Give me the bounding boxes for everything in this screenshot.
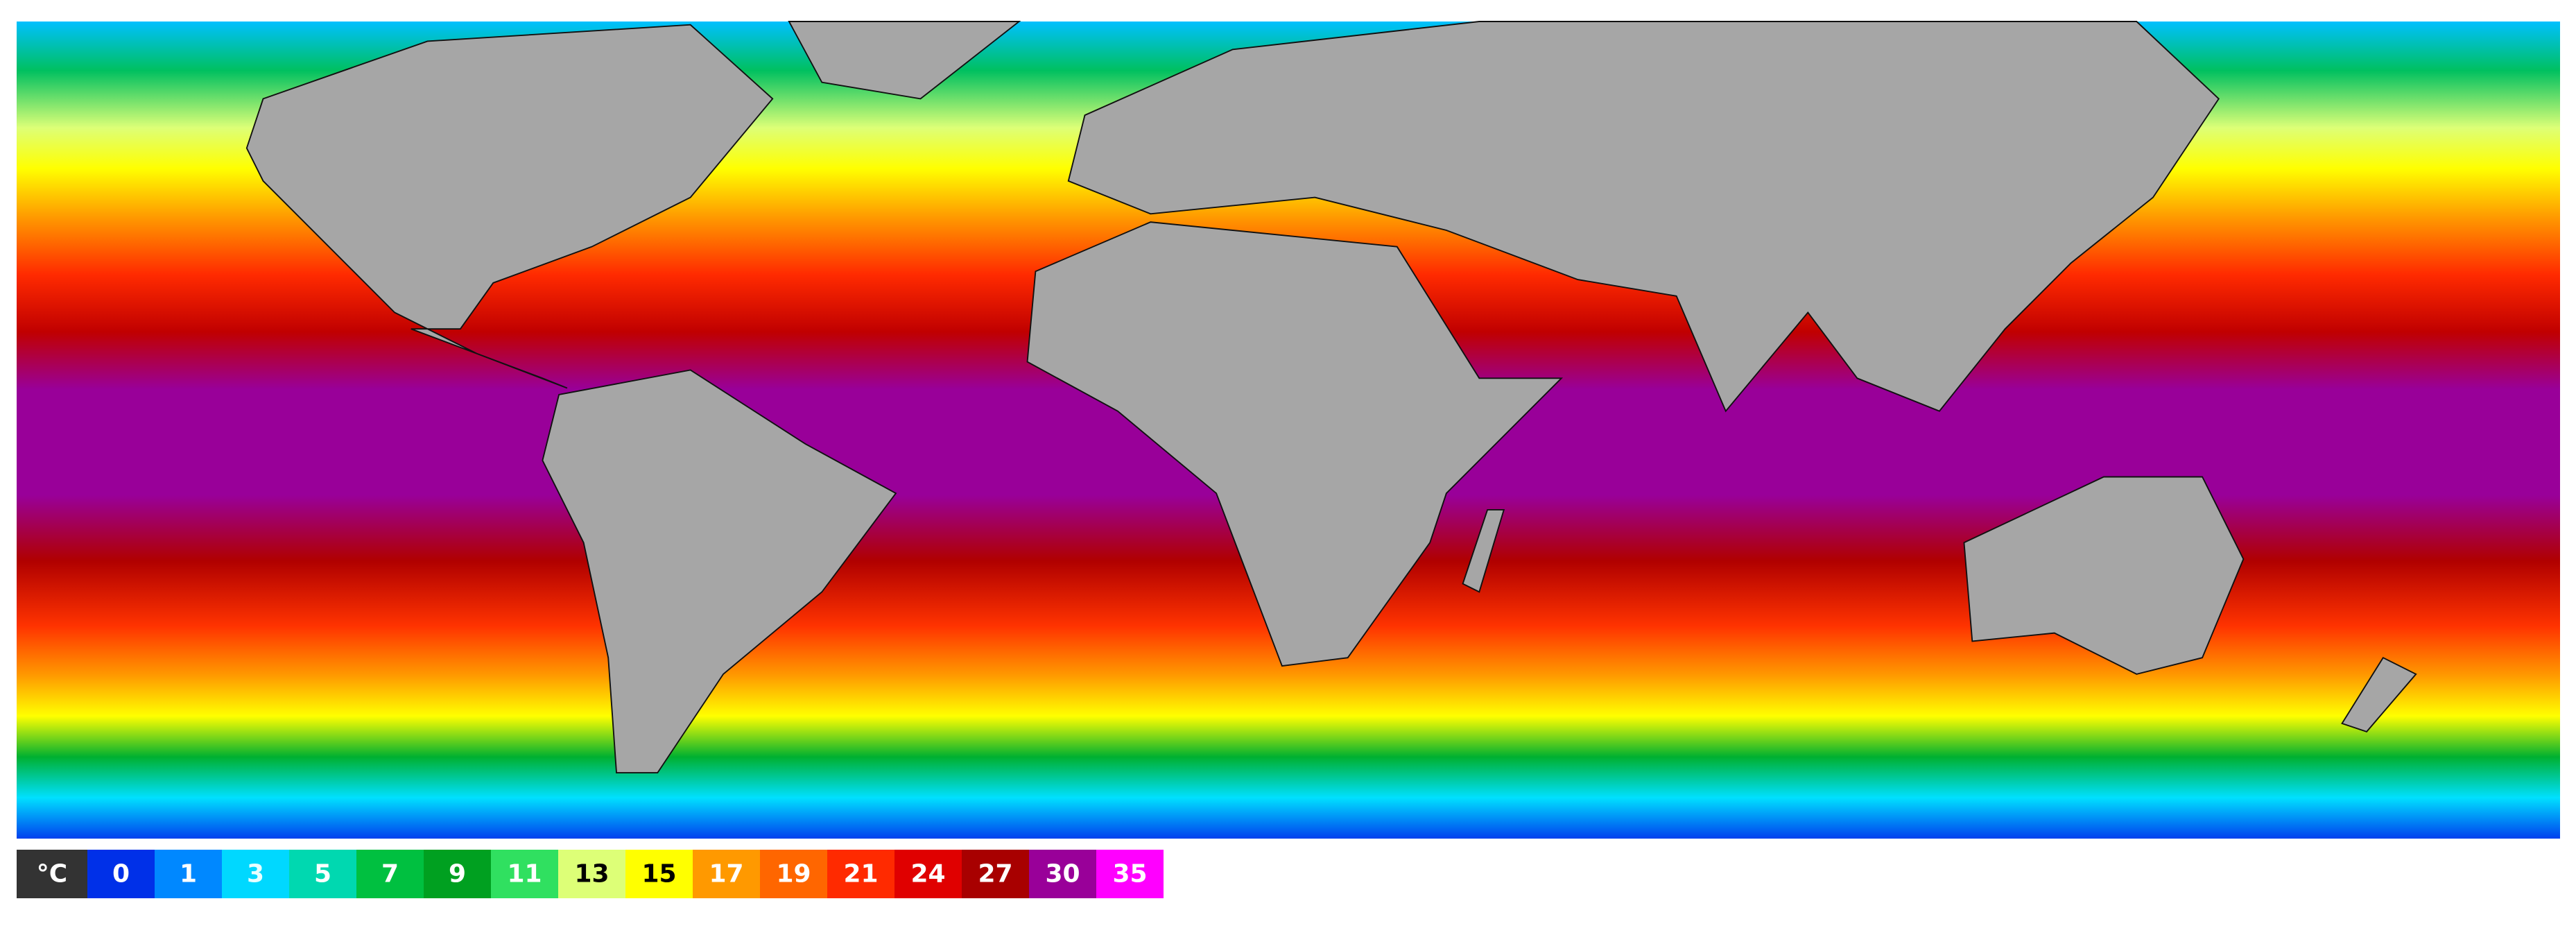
legend-swatch bbox=[760, 850, 827, 898]
legend-label: 0 bbox=[112, 860, 130, 889]
map bbox=[17, 21, 2560, 839]
legend-swatch bbox=[356, 850, 424, 898]
legend-swatch bbox=[222, 850, 289, 898]
legend-label: 3 bbox=[247, 860, 264, 889]
legend-swatch bbox=[289, 850, 356, 898]
legend-label: 5 bbox=[314, 860, 331, 889]
legend: °C 0 1 3 5 7 9 11 13 15 17 19 21 24 27 30 35 bbox=[17, 850, 1164, 898]
legend-label: 30 bbox=[1045, 860, 1080, 889]
legend-label: 19 bbox=[776, 860, 811, 889]
legend-label: 24 bbox=[910, 860, 945, 889]
legend-swatch bbox=[155, 850, 222, 898]
legend-unit: °C bbox=[37, 860, 67, 889]
legend-label: 9 bbox=[449, 860, 466, 889]
legend-label: 15 bbox=[641, 860, 676, 889]
legend-label: 17 bbox=[709, 860, 743, 889]
legend-swatch bbox=[962, 850, 1029, 898]
legend-unit-cell bbox=[17, 850, 87, 898]
eurasia bbox=[1067, 21, 2220, 413]
legend-swatch bbox=[1029, 850, 1096, 898]
legend-label: 27 bbox=[978, 860, 1012, 889]
legend-label: 35 bbox=[1112, 860, 1147, 889]
australia bbox=[1963, 476, 2245, 675]
greenland bbox=[788, 21, 1021, 100]
legend-swatch bbox=[693, 850, 760, 898]
legend-swatch bbox=[558, 850, 625, 898]
legend-label: 21 bbox=[843, 860, 878, 889]
legend-swatch bbox=[87, 850, 155, 898]
legend-label: 7 bbox=[381, 860, 399, 889]
africa bbox=[1026, 221, 1564, 667]
legend-label: 1 bbox=[180, 860, 197, 889]
legend-swatch bbox=[894, 850, 962, 898]
legend-swatch bbox=[827, 850, 894, 898]
legend-label: 13 bbox=[574, 860, 609, 889]
new-zealand bbox=[2341, 656, 2417, 732]
madagascar bbox=[1462, 508, 1505, 593]
legend-swatch bbox=[1096, 850, 1164, 898]
north-america bbox=[245, 24, 774, 389]
land bbox=[245, 21, 2417, 774]
legend-label: 11 bbox=[507, 860, 542, 889]
legend-swatch bbox=[625, 850, 693, 898]
legend-swatch bbox=[491, 850, 558, 898]
south-america bbox=[542, 369, 897, 774]
legend-swatch bbox=[424, 850, 491, 898]
